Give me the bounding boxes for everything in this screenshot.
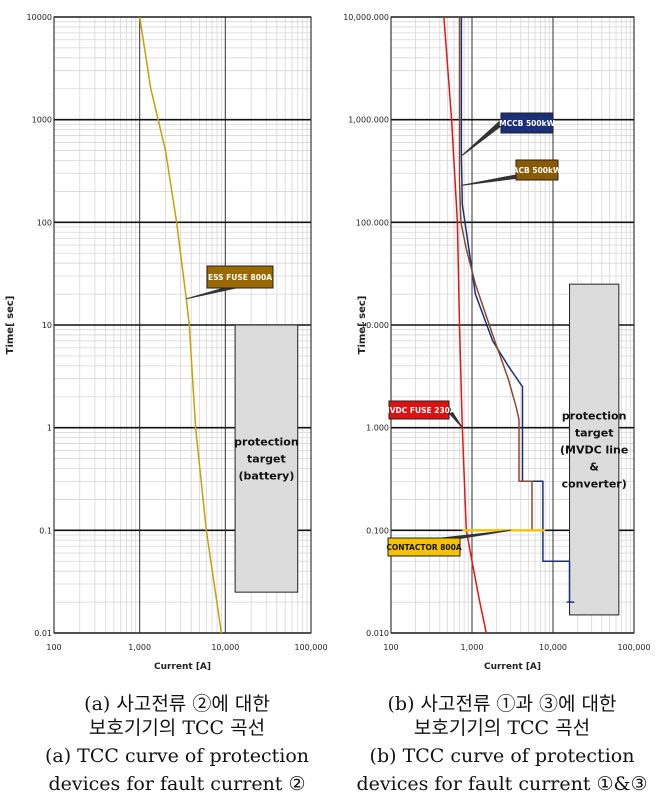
callout-box xyxy=(500,112,554,134)
y-tick-label: 10,000.000 xyxy=(343,13,389,22)
protection-target-label: protection xyxy=(234,436,299,449)
x-tick-label: 100,000 xyxy=(294,643,327,652)
y-tick-label: 10.000 xyxy=(361,321,389,330)
x-tick-label: 100 xyxy=(383,643,398,652)
tcc-curve-2 xyxy=(460,17,575,603)
plot-frame xyxy=(53,16,312,634)
y-tick-label: 0.1 xyxy=(39,526,52,535)
x-tick-label: 10,000 xyxy=(211,643,239,652)
y-tick-label: 1 xyxy=(47,424,52,433)
x-tick-label: 100 xyxy=(46,643,61,652)
caption-b-english-line2: devices for fault current ①&③ xyxy=(356,773,648,795)
y-tick-label: 0.010 xyxy=(366,629,389,638)
protection-target-label: target xyxy=(247,453,286,466)
callout-label: ACB 500kW xyxy=(513,166,562,175)
callout-box xyxy=(388,400,450,420)
protection-target-label: target xyxy=(575,427,614,440)
caption-b-korean-line1: (b) 사고전류 ①과 ③에 대한 xyxy=(387,693,617,715)
y-tick-label: 1000 xyxy=(32,116,52,125)
x-tick-label: 10,000 xyxy=(539,643,567,652)
tcc-curve-3 xyxy=(458,17,533,531)
caption-b-english-line1: (b) TCC curve of protection xyxy=(369,745,635,767)
caption-a-english-line1: (a) TCC curve of protection xyxy=(44,745,310,767)
protection-target-box xyxy=(234,324,299,593)
y-tick-label: 10000 xyxy=(27,13,52,22)
y-tick-label: 0.01 xyxy=(34,629,52,638)
x-tick-label: 1,000 xyxy=(128,643,151,652)
protection-target-label: & xyxy=(589,461,599,474)
y-tick-label: 100 xyxy=(37,218,52,227)
x-tick-label: 1,000 xyxy=(461,643,484,652)
caption-b-korean-line2: 보호기기의 TCC 곡선 xyxy=(413,717,591,739)
x-tick-label: 100,000 xyxy=(617,643,650,652)
callout-label: ESS FUSE 800A xyxy=(208,273,272,282)
y-tick-label: 100.000 xyxy=(356,218,389,227)
callout-box xyxy=(387,537,461,557)
caption-a-english-line2: devices for fault current ② xyxy=(48,773,306,795)
y-tick-label: 1,000.000 xyxy=(348,116,389,125)
y-axis-title: Time[ sec] xyxy=(357,296,368,355)
protection-target-label: protection xyxy=(562,410,627,423)
y-tick-label: 10 xyxy=(42,321,52,330)
protection-target-box xyxy=(569,283,620,616)
x-axis-title: Current [A] xyxy=(154,662,211,672)
callout-label: MVDC FUSE 230A xyxy=(382,406,456,415)
chart-b: 100 1,000 10,000 100,000 10,000.000 1,000.000… xyxy=(343,13,650,672)
y-axis-title: Time[ sec] xyxy=(5,296,16,355)
protection-target-label: (battery) xyxy=(238,470,294,483)
callout-box xyxy=(206,265,274,289)
callout-label: MCCB 500kW xyxy=(499,119,555,128)
plot-frame xyxy=(390,16,635,634)
chart-a: 100 1,000 10,000 100,000 10000 1000 100 10 1 0.1 0… xyxy=(5,13,328,672)
y-tick-label: 0.100 xyxy=(366,526,389,535)
caption-a-korean-line1: (a) 사고전류 ②에 대한 xyxy=(84,693,270,715)
y-tick-label: 1.000 xyxy=(366,424,389,433)
callout-label: CONTACTOR 800A xyxy=(386,543,462,552)
protection-target-label: (MVDC line xyxy=(560,444,628,457)
protection-target-label: converter) xyxy=(562,478,627,491)
callout-box xyxy=(515,159,559,181)
caption-a-korean-line2: 보호기기의 TCC 곡선 xyxy=(88,717,266,739)
x-axis-title: Current [A] xyxy=(484,662,541,672)
